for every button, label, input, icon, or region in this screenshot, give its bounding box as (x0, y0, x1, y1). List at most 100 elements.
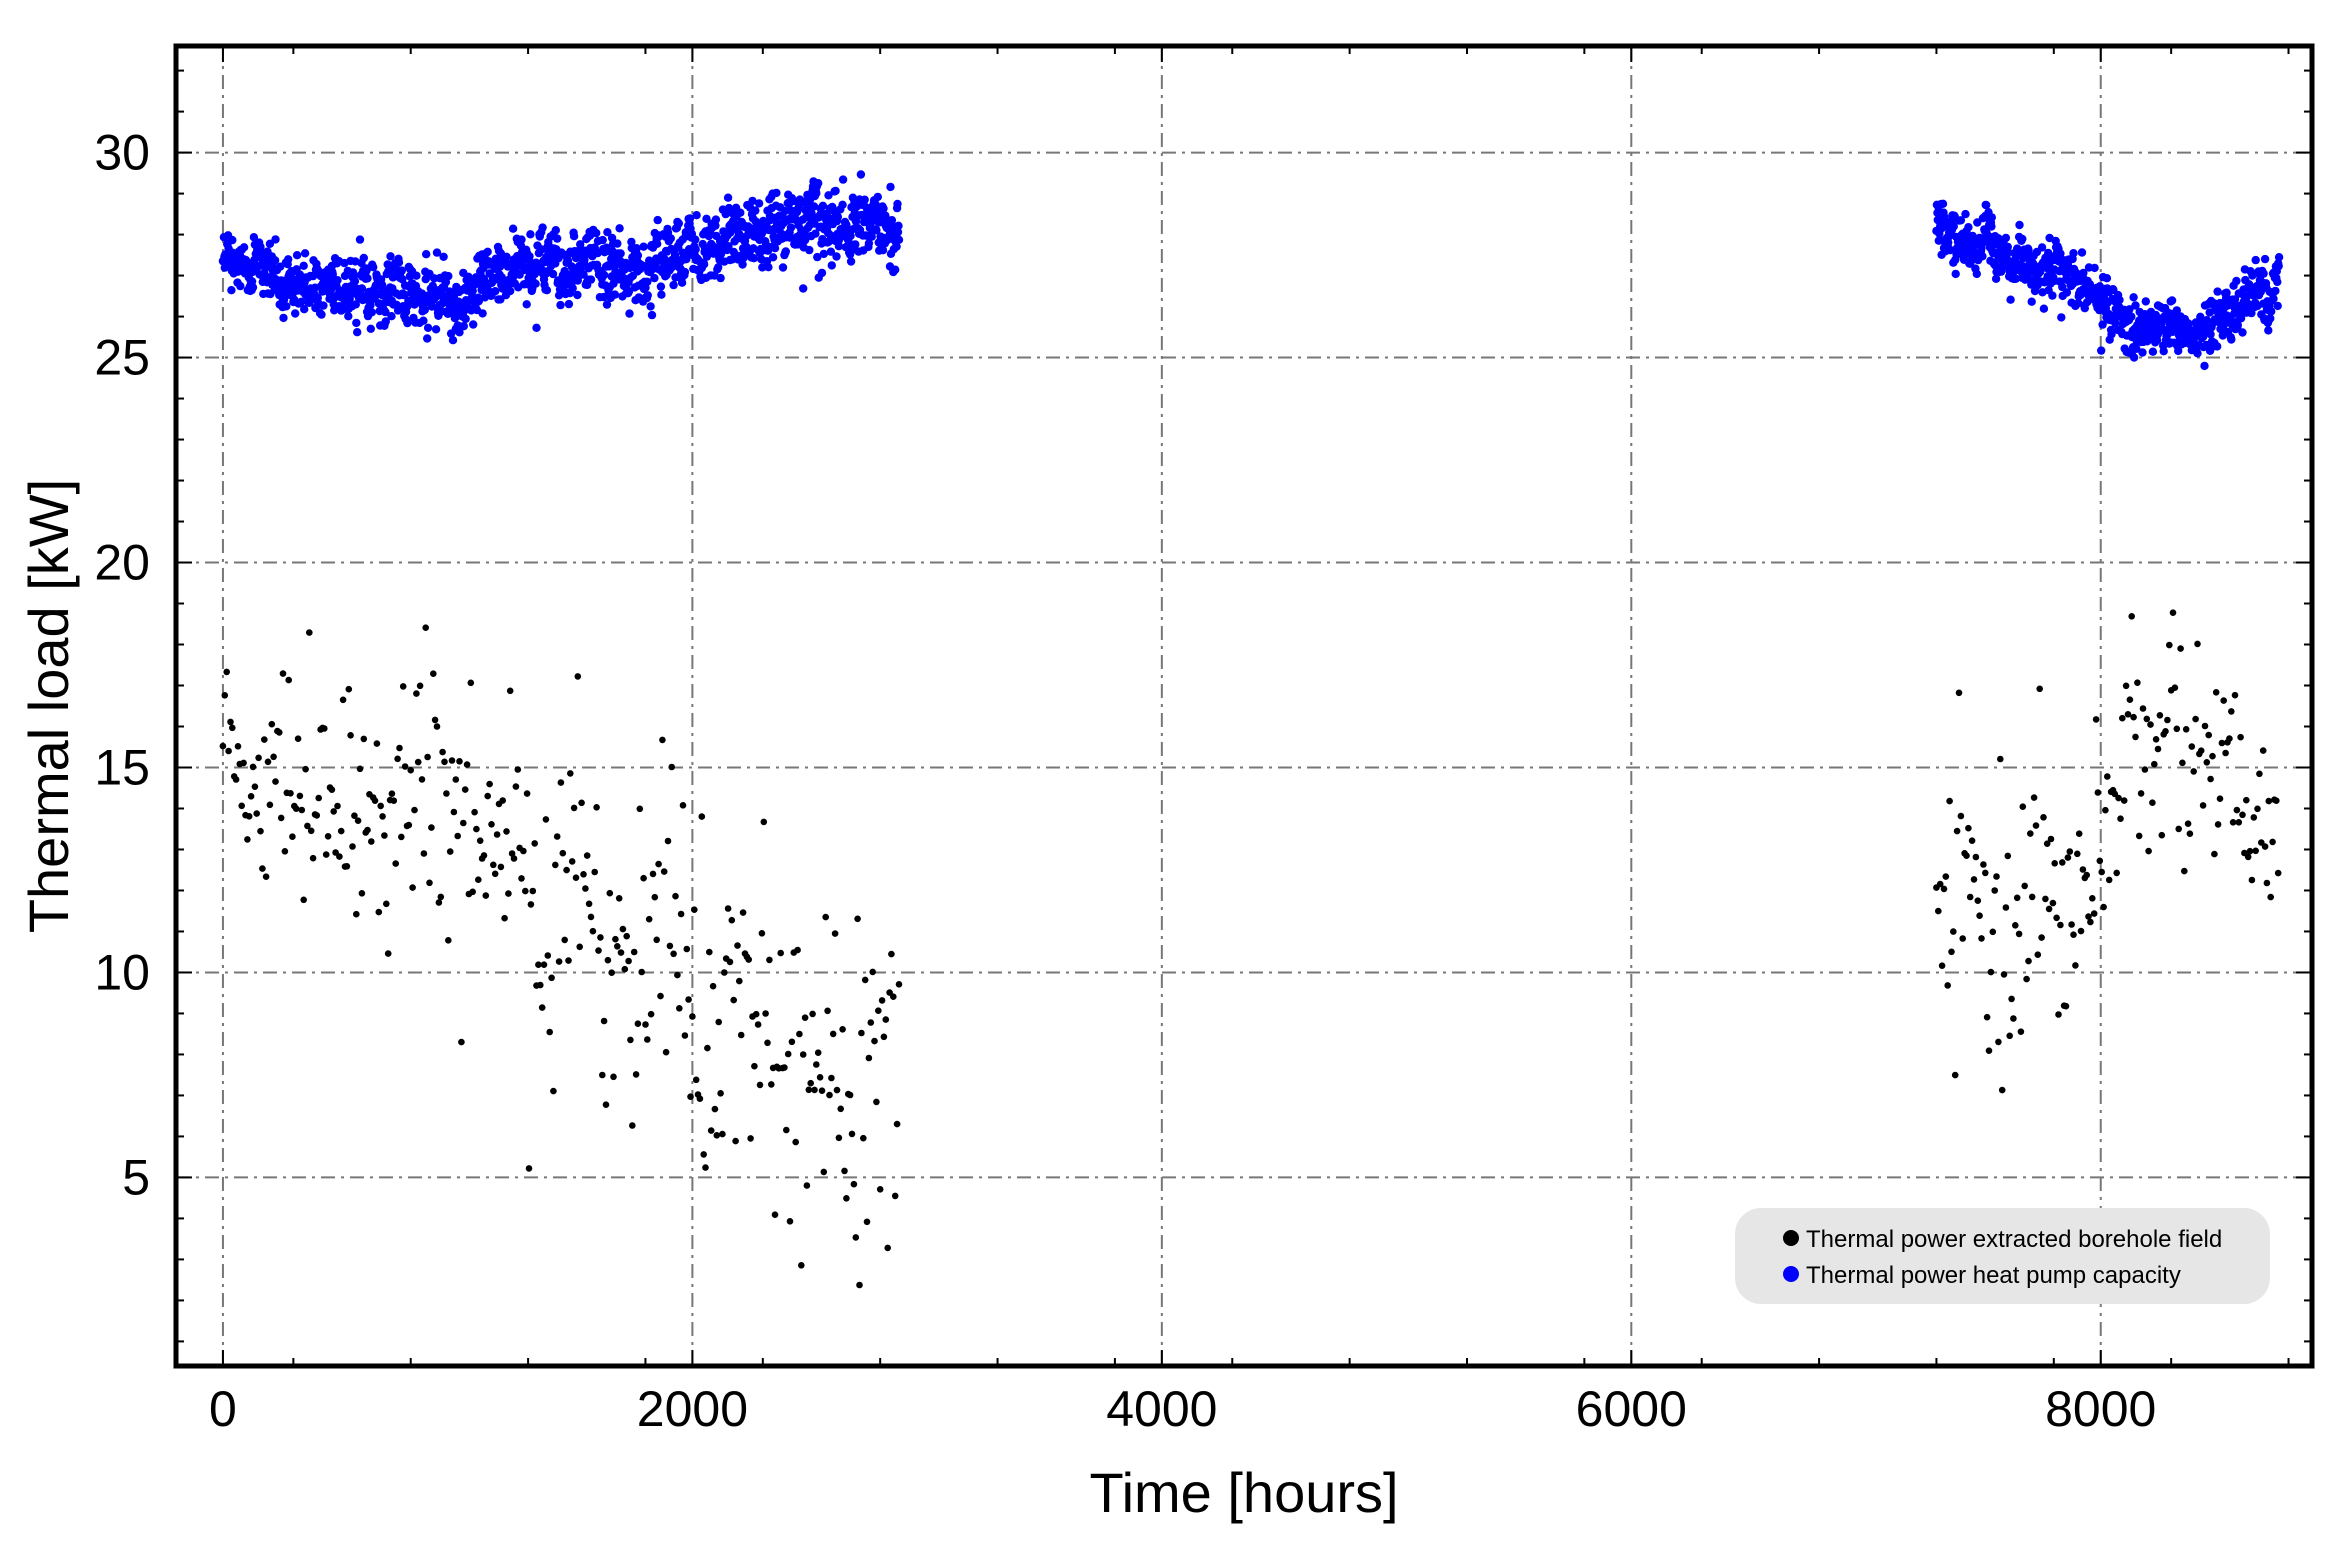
data-point (448, 336, 458, 345)
data-point (659, 736, 666, 744)
data-point (2248, 271, 2257, 280)
data-point (423, 323, 433, 332)
data-point (1956, 216, 1966, 225)
data-point (473, 825, 480, 833)
data-point (414, 758, 422, 766)
data-point (517, 235, 526, 244)
data-point (811, 229, 820, 238)
data-point (525, 252, 534, 261)
data-point (576, 943, 583, 951)
data-point (2274, 869, 2282, 877)
data-point (878, 246, 888, 255)
data-point (354, 817, 362, 824)
data-point (841, 1167, 848, 1175)
data-point (276, 729, 283, 736)
data-point (2177, 645, 2184, 652)
data-point (2083, 871, 2090, 879)
data-point (724, 242, 733, 251)
y-tick-label: 10 (94, 944, 150, 1000)
data-point (526, 230, 535, 239)
data-point (2166, 641, 2173, 649)
data-point (679, 802, 687, 809)
data-point (302, 765, 309, 773)
data-point (387, 312, 396, 321)
data-point (2015, 220, 2024, 230)
data-point (2273, 277, 2282, 287)
data-points (218, 170, 2284, 1289)
data-point (2184, 319, 2193, 328)
data-point (251, 783, 259, 790)
data-point (650, 273, 659, 283)
data-point (444, 271, 453, 281)
data-point (726, 958, 734, 966)
data-point (398, 833, 405, 841)
data-point (643, 277, 652, 286)
data-point (2085, 913, 2092, 920)
data-point (2132, 733, 2139, 741)
data-point (228, 235, 237, 245)
data-point (1952, 250, 1961, 259)
data-point (379, 813, 386, 820)
data-point (2019, 803, 2027, 810)
data-point (754, 1021, 762, 1028)
data-point (2265, 797, 2273, 805)
data-point (2231, 691, 2239, 699)
data-point (563, 866, 570, 874)
data-point (2122, 682, 2130, 690)
data-point (2021, 882, 2028, 890)
data-point (426, 879, 433, 887)
data-point (2090, 263, 2099, 273)
data-point (660, 255, 669, 264)
data-point (2269, 294, 2278, 303)
data-point (520, 847, 527, 855)
data-point (751, 206, 760, 215)
data-point (617, 949, 625, 956)
data-point (827, 261, 836, 270)
data-point (2213, 287, 2222, 296)
data-point (2129, 293, 2138, 302)
data-point (369, 263, 378, 272)
data-point (653, 215, 662, 225)
data-point (856, 170, 866, 179)
data-point (292, 805, 300, 812)
data-point (239, 243, 249, 252)
data-point (413, 690, 420, 697)
data-point (2222, 749, 2229, 757)
data-point (852, 1234, 860, 1241)
data-point (2034, 951, 2042, 958)
data-point (2174, 346, 2183, 356)
data-point (826, 1091, 833, 1099)
data-point (2209, 752, 2216, 760)
data-point (1940, 885, 1948, 893)
data-point (630, 948, 638, 956)
data-point (486, 780, 493, 788)
data-point (468, 286, 477, 296)
data-point (1972, 269, 1982, 279)
data-point (598, 235, 607, 245)
data-point (894, 221, 903, 230)
data-point (296, 792, 304, 800)
data-point (745, 956, 752, 963)
data-point (232, 776, 240, 783)
data-point (737, 1031, 745, 1039)
data-point (664, 837, 672, 845)
data-point (561, 936, 568, 944)
data-point (1972, 853, 1980, 861)
data-point (692, 1076, 700, 1084)
data-point (2267, 893, 2274, 901)
data-point (2074, 850, 2081, 858)
data-point (532, 323, 541, 332)
data-point (2226, 735, 2233, 742)
data-point (344, 312, 353, 321)
data-point (2012, 922, 2019, 929)
data-point (315, 794, 323, 802)
data-point (2197, 747, 2205, 754)
data-point (837, 1105, 844, 1113)
data-point (833, 1086, 841, 1094)
data-point (227, 718, 234, 726)
data-point (2172, 306, 2181, 315)
data-point (843, 1195, 850, 1202)
data-point (419, 316, 428, 325)
data-point (2003, 242, 2013, 252)
data-point (1991, 274, 2001, 283)
